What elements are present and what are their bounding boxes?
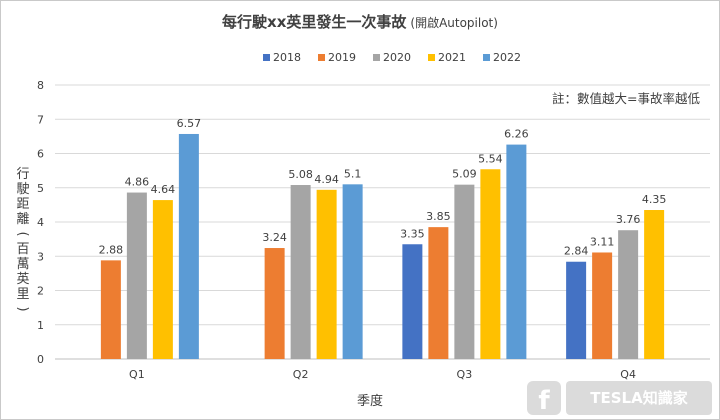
y-tick-label: 5 <box>37 182 44 195</box>
y-axis-label-char: 行 <box>16 167 29 182</box>
y-axis-label-char: 距 <box>16 197 29 212</box>
data-labels: 2.88 4.864.64 6.57 3.24 5.08 4.94 5.1 3.353.85 5… <box>99 117 667 258</box>
data-label: 2.88 <box>99 243 124 256</box>
data-label: 5.54 <box>478 152 503 165</box>
legend-label: 2022 <box>493 51 521 64</box>
legend-label: 2018 <box>273 51 301 64</box>
facebook-glyph: f <box>538 386 550 416</box>
y-tick-label: 8 <box>37 79 44 92</box>
data-label: 3.24 <box>262 231 287 244</box>
watermark-text: TESLA知識家 <box>590 389 687 407</box>
data-label: 3.11 <box>590 235 615 248</box>
bar <box>152 200 173 359</box>
bar <box>316 189 337 359</box>
chart-title-main: 每行駛xx英里發生一次事故 <box>222 13 407 31</box>
legend-swatch <box>373 54 380 61</box>
bar <box>342 184 363 359</box>
data-label: 5.09 <box>452 168 477 181</box>
x-axis-label: 季度 <box>357 393 383 409</box>
watermark-box <box>566 381 712 415</box>
bar <box>264 248 285 359</box>
bar <box>480 169 501 359</box>
y-tick-label: 0 <box>37 353 44 366</box>
bars <box>100 133 665 359</box>
bar <box>126 192 147 359</box>
legend-swatch <box>483 54 490 61</box>
x-tick-label: Q1 <box>129 368 145 381</box>
bar <box>644 210 665 359</box>
chart-subtitle: (開啟Autopilot) <box>410 15 498 30</box>
y-axis-label-char: 萬 <box>16 257 29 272</box>
data-label: 4.35 <box>642 193 667 206</box>
legend-swatch <box>263 54 270 61</box>
bar <box>566 261 587 359</box>
chart-annotation: 註：數值越大=事故率越低 <box>552 91 700 106</box>
y-tick-label: 6 <box>37 148 44 161</box>
watermark: f TESLA知識家 <box>527 381 712 416</box>
y-tick-label: 2 <box>37 285 44 298</box>
y-tick-label: 7 <box>37 113 44 126</box>
x-tick-label: Q3 <box>457 368 473 381</box>
y-axis-label-char: ) <box>15 306 30 311</box>
data-label: 4.64 <box>151 183 176 196</box>
data-label: 5.08 <box>288 168 313 181</box>
bar <box>618 230 639 359</box>
y-tick-label: 4 <box>37 216 44 229</box>
bar <box>592 252 613 359</box>
y-axis-ticks: 0 1 2 3 4 5 6 7 8 <box>37 79 44 366</box>
data-label: 6.57 <box>177 117 202 130</box>
legend-label: 2020 <box>383 51 411 64</box>
bar <box>454 184 475 359</box>
bar <box>428 227 449 359</box>
legend-swatch <box>428 54 435 61</box>
bar <box>100 260 121 359</box>
y-tick-label: 1 <box>37 319 44 332</box>
x-tick-label: Q4 <box>620 368 636 381</box>
x-tick-label: Q2 <box>293 368 309 381</box>
legend-swatch <box>318 54 325 61</box>
data-label: 3.76 <box>616 213 641 226</box>
data-label: 3.85 <box>426 210 451 223</box>
y-axis-label-char: 百 <box>16 242 29 257</box>
bar <box>178 133 199 359</box>
data-label: 2.84 <box>564 245 589 258</box>
data-label: 3.35 <box>400 227 425 240</box>
data-label: 6.26 <box>504 128 529 141</box>
bar <box>290 185 311 359</box>
facebook-icon <box>527 381 561 415</box>
data-label: 4.86 <box>125 176 150 189</box>
bar <box>402 244 423 359</box>
data-label: 4.94 <box>314 173 339 186</box>
chart-title: 每行駛xx英里發生一次事故 (開啟Autopilot) <box>222 13 498 31</box>
legend: 2018 2019 2020 2021 2022 <box>263 51 521 64</box>
bar <box>506 144 527 359</box>
y-axis-label-char: 離 <box>16 212 29 227</box>
legend-label: 2021 <box>438 51 466 64</box>
data-label: 5.1 <box>344 167 362 180</box>
y-axis-label-char: 英 <box>16 272 29 287</box>
y-tick-label: 3 <box>37 250 44 263</box>
y-axis-label-char: 駛 <box>16 182 29 197</box>
x-axis-ticks: Q1 Q2 Q3 Q4 <box>129 368 636 381</box>
y-axis-label-char: ( <box>15 231 30 236</box>
y-axis-label-char: 里 <box>16 287 29 302</box>
legend-label: 2019 <box>328 51 356 64</box>
chart-title-text: 每行駛xx英里發生一次事故 (開啟Autopilot) <box>222 13 498 31</box>
